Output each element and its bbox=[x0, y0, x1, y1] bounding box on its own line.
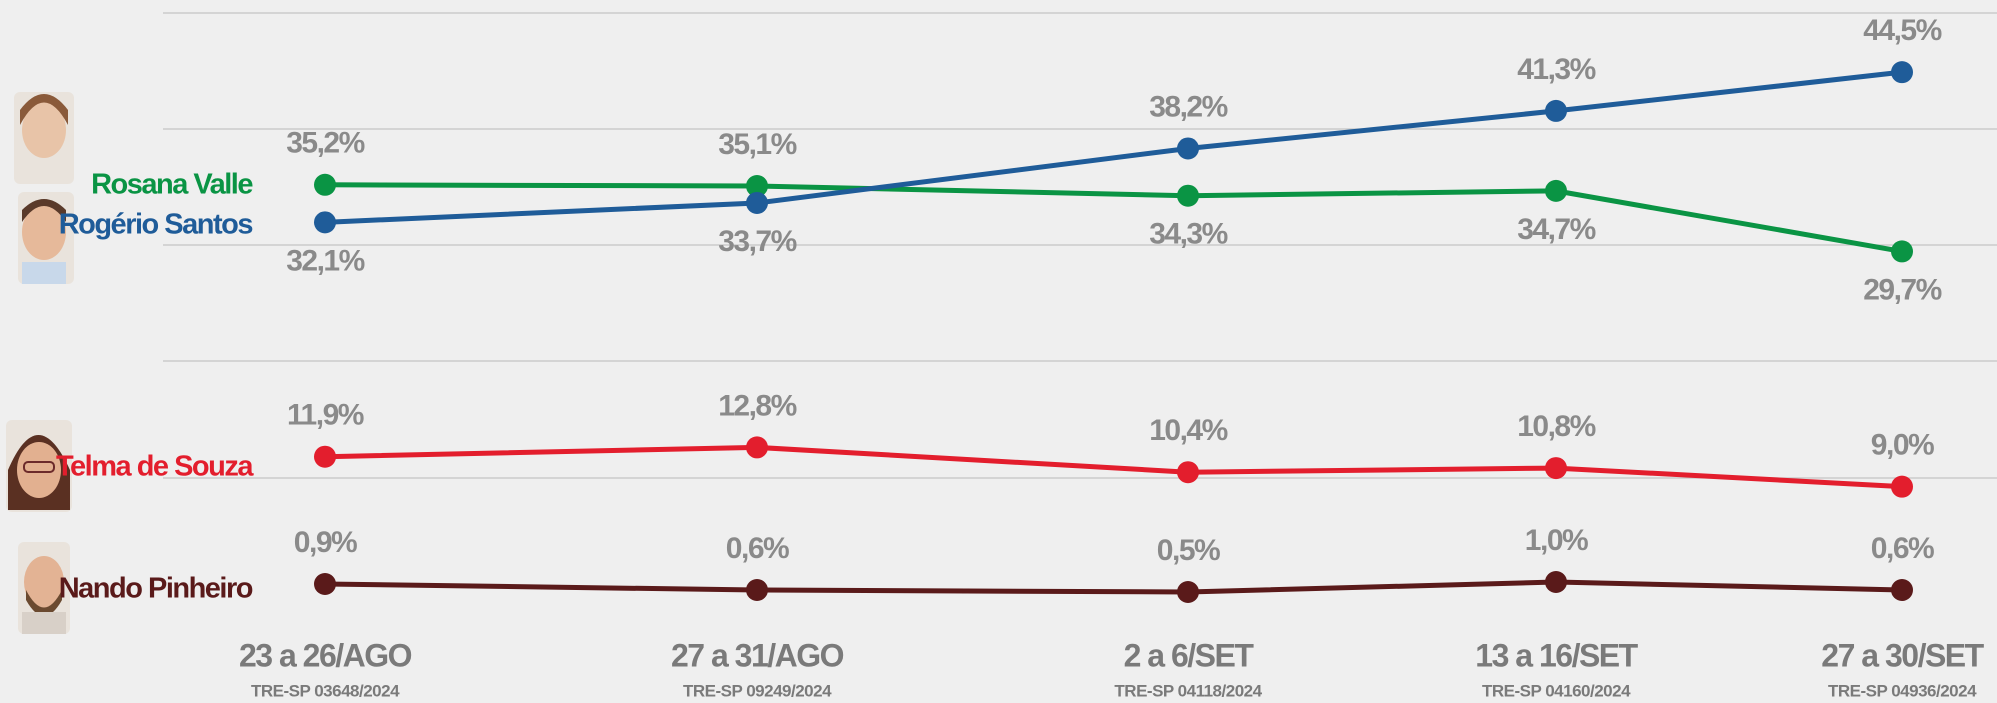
point bbox=[1891, 61, 1913, 83]
page: 23 a 26/AGO TRE-SP 03648/2024 27 a 31/AGO T… bbox=[0, 0, 1997, 703]
value-label: 0,6% bbox=[1871, 532, 1934, 565]
value-label: 41,3% bbox=[1517, 53, 1595, 86]
x-tick-sublabel: TRE-SP 04936/2024 bbox=[1828, 681, 1977, 700]
value-label: 34,7% bbox=[1517, 213, 1595, 246]
value-label: 0,5% bbox=[1157, 534, 1220, 567]
value-label: 33,7% bbox=[718, 225, 796, 258]
gridlines bbox=[163, 13, 1997, 478]
point bbox=[1177, 581, 1199, 603]
point bbox=[1545, 180, 1567, 202]
value-label: 35,2% bbox=[286, 127, 364, 160]
x-tick-sublabel: TRE-SP 09249/2024 bbox=[683, 681, 832, 700]
portrait bbox=[14, 92, 74, 184]
series-line bbox=[325, 72, 1902, 222]
series-line bbox=[325, 185, 1902, 252]
series-line bbox=[325, 582, 1902, 592]
value-label: 0,9% bbox=[294, 526, 357, 559]
point bbox=[1891, 240, 1913, 262]
legend-label: Telma de Souza bbox=[56, 451, 254, 483]
legend-label: Rogério Santos bbox=[59, 209, 253, 241]
x-tick-label: 2 a 6/SET bbox=[1124, 637, 1255, 673]
value-label: 34,3% bbox=[1149, 218, 1227, 251]
value-label: 35,1% bbox=[718, 128, 796, 161]
x-tick-sublabel: TRE-SP 03648/2024 bbox=[251, 681, 400, 700]
point bbox=[1545, 457, 1567, 479]
point bbox=[1545, 571, 1567, 593]
series-line bbox=[325, 447, 1902, 486]
plot: 23 a 26/AGO TRE-SP 03648/2024 27 a 31/AGO T… bbox=[56, 14, 1985, 700]
value-label: 12,8% bbox=[718, 389, 796, 422]
point bbox=[1545, 100, 1567, 122]
value-label: 1,0% bbox=[1525, 524, 1588, 557]
point bbox=[1177, 185, 1199, 207]
legend-label: Nando Pinheiro bbox=[59, 573, 253, 605]
x-tick-label: 23 a 26/AGO bbox=[239, 637, 412, 673]
point bbox=[1891, 579, 1913, 601]
point bbox=[314, 446, 336, 468]
x-tick-label: 27 a 31/AGO bbox=[671, 637, 844, 673]
value-label: 32,1% bbox=[286, 244, 364, 277]
x-tick-sublabel: TRE-SP 04160/2024 bbox=[1482, 681, 1631, 700]
legend-label: Rosana Valle bbox=[91, 169, 253, 201]
value-label: 9,0% bbox=[1871, 429, 1934, 462]
chart: 23 a 26/AGO TRE-SP 03648/2024 27 a 31/AGO T… bbox=[0, 0, 1997, 703]
value-label: 38,2% bbox=[1149, 90, 1227, 123]
point bbox=[314, 174, 336, 196]
point bbox=[746, 192, 768, 214]
x-tick-sublabel: TRE-SP 04118/2024 bbox=[1114, 681, 1262, 700]
point bbox=[1177, 137, 1199, 159]
point bbox=[314, 573, 336, 595]
value-label: 0,6% bbox=[726, 532, 789, 565]
point bbox=[746, 579, 768, 601]
value-label: 44,5% bbox=[1863, 14, 1941, 47]
point bbox=[314, 211, 336, 233]
portraits bbox=[6, 92, 74, 634]
point bbox=[1177, 461, 1199, 483]
point bbox=[1891, 476, 1913, 498]
value-label: 11,9% bbox=[287, 399, 364, 432]
x-tick-label: 13 a 16/SET bbox=[1475, 637, 1638, 673]
value-label: 10,8% bbox=[1517, 410, 1595, 443]
value-label: 29,7% bbox=[1863, 273, 1941, 306]
point bbox=[746, 436, 768, 458]
x-tick-label: 27 a 30/SET bbox=[1821, 637, 1984, 673]
value-label: 10,4% bbox=[1149, 414, 1227, 447]
